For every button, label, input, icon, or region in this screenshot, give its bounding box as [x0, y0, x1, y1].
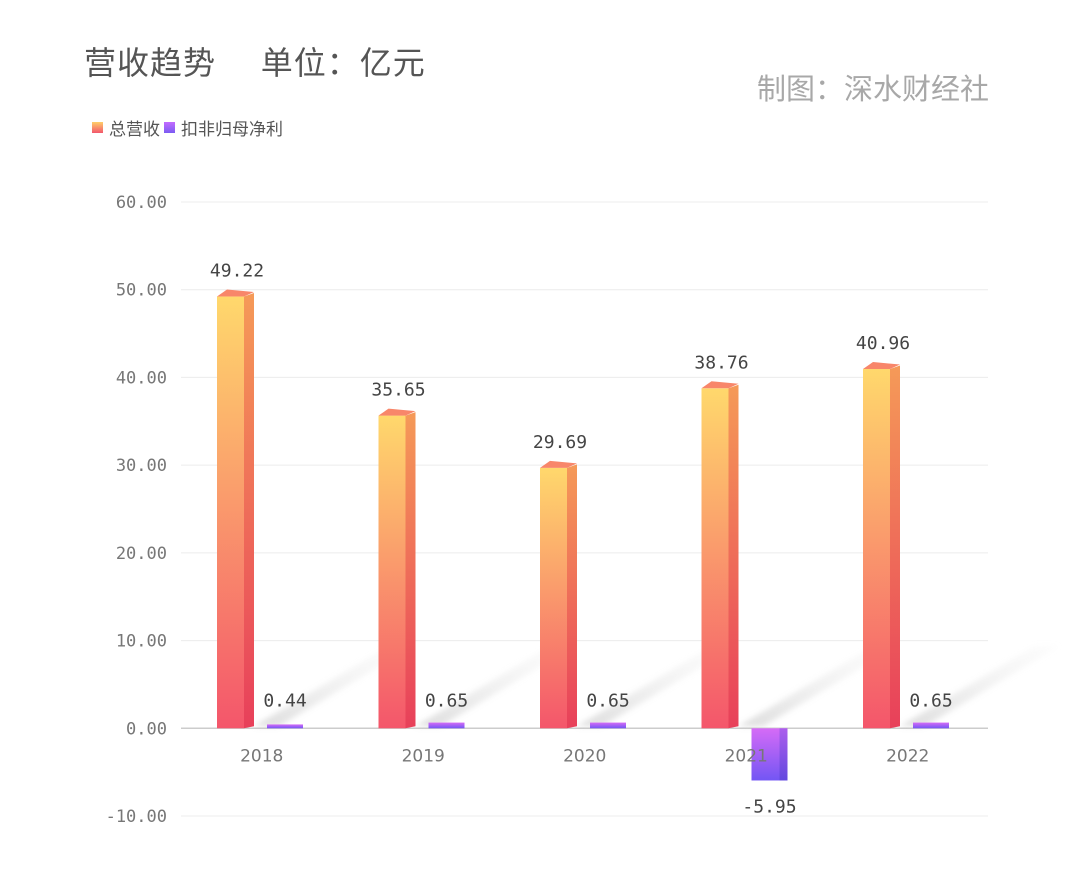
- legend-swatch-net-profit: [164, 122, 175, 133]
- y-tick-label: 20.00: [116, 544, 167, 564]
- revenue-bar-side: [244, 293, 254, 729]
- revenue-data-label: 40.96: [856, 333, 910, 354]
- bar-shadow: [738, 645, 899, 727]
- revenue-bar-side: [405, 412, 416, 729]
- legend-label-revenue: 总营收: [109, 120, 160, 140]
- legend-item-net-profit[interactable]: 扣非归母净利: [164, 115, 283, 140]
- y-tick-label: 30.00: [116, 456, 167, 476]
- bar-layer: [217, 289, 949, 781]
- y-tick-label: 40.00: [116, 368, 167, 388]
- net-profit-data-label: 0.65: [909, 690, 952, 711]
- x-tick-label: 2021: [725, 746, 768, 766]
- grid-layer: [181, 201, 988, 817]
- x-tick-label: 2022: [886, 746, 929, 766]
- x-tick-label: 2018: [240, 746, 283, 766]
- net-profit-bar: [590, 722, 626, 729]
- bar-shadow: [900, 645, 1060, 727]
- revenue-bar-side: [890, 365, 900, 729]
- chart-credit: 制图：深水财经社: [757, 72, 990, 106]
- net-profit-bar: [913, 722, 949, 729]
- net-profit-data-label: -5.95: [742, 796, 796, 817]
- label-layer: 60.00 50.00 40.00 30.00 20.00 10.00 0.00 -10.00…: [106, 193, 953, 827]
- legend: 总营收 扣非归母净利: [92, 115, 287, 140]
- legend-swatch-revenue: [92, 122, 103, 133]
- revenue-bar-top: [217, 289, 254, 297]
- revenue-data-label: 29.69: [533, 432, 587, 453]
- legend-label-net-profit: 扣非归母净利: [181, 120, 283, 140]
- revenue-data-label: 49.22: [210, 261, 264, 282]
- revenue-bar-top: [540, 460, 577, 468]
- bar-shadow: [415, 645, 576, 727]
- net-profit-data-label: 0.65: [586, 690, 629, 711]
- revenue-bar-side: [567, 464, 577, 729]
- bar-shadows: [254, 645, 1060, 727]
- y-tick-label: 10.00: [116, 632, 167, 652]
- chart-title: 营收趋势 单位：亿元: [84, 44, 426, 82]
- net-profit-data-label: 0.44: [263, 690, 306, 711]
- legend-item-revenue[interactable]: 总营收: [92, 115, 160, 140]
- net-profit-bar: [267, 724, 303, 729]
- revenue-data-label: 38.76: [694, 352, 748, 373]
- revenue-bar-top: [701, 381, 739, 389]
- revenue-data-label: 35.65: [371, 380, 425, 401]
- y-tick-label: -10.00: [106, 807, 167, 827]
- bar-shadow: [577, 645, 737, 727]
- revenue-bar-side: [728, 384, 739, 729]
- revenue-bar: [217, 296, 244, 729]
- revenue-bar: [540, 467, 567, 729]
- revenue-bar-top: [863, 362, 900, 370]
- bar-shadow: [254, 645, 414, 727]
- x-tick-label: 2019: [402, 746, 445, 766]
- revenue-bar-top: [378, 408, 416, 416]
- revenue-bar: [863, 369, 890, 729]
- revenue-bar: [701, 388, 729, 729]
- y-tick-label: 0.00: [126, 719, 167, 739]
- net-profit-bar-side: [779, 728, 788, 781]
- net-profit-data-label: 0.65: [425, 690, 468, 711]
- net-profit-bar: [428, 722, 465, 729]
- y-tick-label: 50.00: [116, 281, 167, 301]
- y-tick-label: 60.00: [116, 193, 167, 213]
- revenue-bar: [378, 415, 406, 729]
- x-tick-label: 2020: [563, 746, 606, 766]
